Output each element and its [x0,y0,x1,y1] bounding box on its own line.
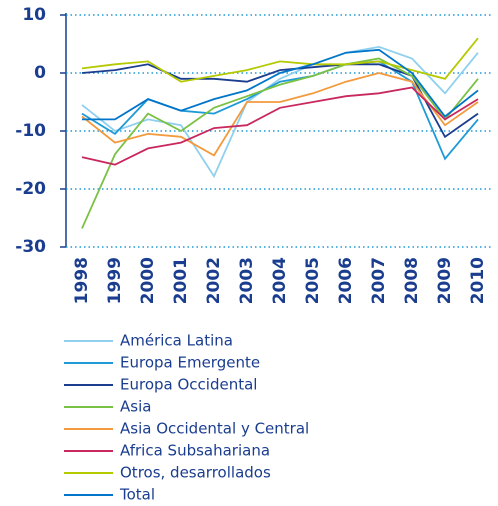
legend-label: Europa Occidental [120,376,257,394]
y-tick-label: -30 [15,237,46,257]
legend-label: América Latina [120,332,233,350]
series-line [81,57,479,229]
series-line [81,72,479,157]
x-tick-label: 2007 [369,257,389,304]
series-line [81,45,479,179]
x-tick-label: 2009 [435,257,455,304]
y-tick-label: 0 [34,63,46,83]
x-tick-label: 2004 [270,257,290,304]
series-line [81,86,479,166]
x-tick-label: 2002 [204,257,224,304]
x-tick-label: 2008 [402,257,422,304]
legend-label: Africa Subsahariana [120,442,270,460]
x-tick-label: 1998 [72,257,92,304]
x-tick-label: 2006 [336,257,356,304]
series-line [82,48,479,121]
x-tick-label: 2005 [303,257,323,304]
series-line [81,60,479,161]
x-tick-label: 2010 [468,257,488,304]
legend-label: Asia [120,398,151,416]
y-tick-label: -10 [15,121,46,141]
legend-label: Otros, desarrollados [120,464,271,482]
series-line [81,63,479,139]
legend-label: Asia Occidental y Central [120,420,309,438]
y-tick-label: 10 [22,5,46,25]
series-line [81,37,479,83]
x-tick-label: 1999 [105,257,125,304]
legend-label: Total [119,486,155,504]
x-tick-label: 2001 [171,257,191,304]
x-tick-label: 2000 [138,257,158,304]
legend-label: Europa Emergente [120,354,260,372]
x-tick-label: 2003 [237,257,257,304]
y-tick-label: -20 [15,179,46,199]
